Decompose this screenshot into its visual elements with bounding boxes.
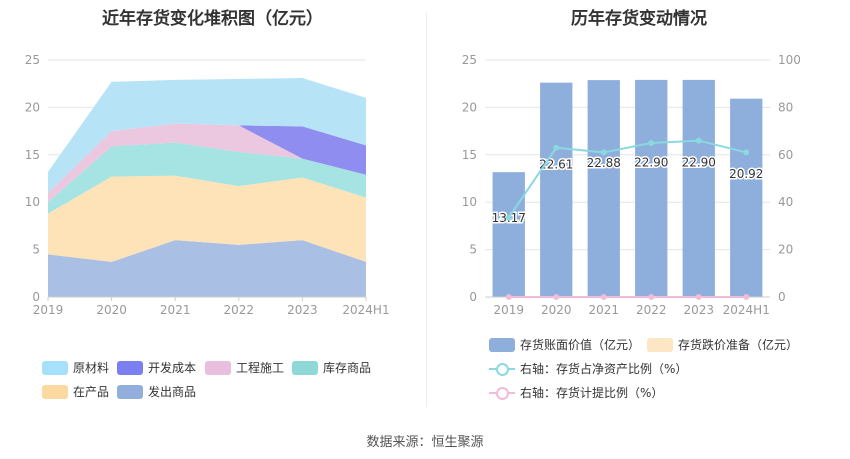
left-legend: 原材料 开发成本 工程施工 库存商品 在产品 发出商品 (0, 0, 425, 410)
bar-line-combo-chart: 051015202502040608010013.1722.6122.8822.… (462, 53, 801, 317)
legend-swatch (205, 360, 231, 375)
legend-line-swatch (489, 362, 515, 376)
y2-tick-label: 80 (778, 100, 793, 114)
x-tick-label: 2023 (683, 303, 714, 317)
point-provision-ratio (743, 294, 750, 300)
y2-tick-label: 100 (778, 53, 801, 67)
area-开发成本 (48, 123, 366, 193)
point-provision-ratio (553, 294, 560, 300)
legend-label: 右轴：存货计提比例（%） (520, 386, 664, 400)
point-net-asset-ratio (695, 137, 702, 144)
inventory-stacked-area-panel: 近年存货变化堆积图（亿元） 0 5 10 15 20 25 2019 2020 2021 2022… (0, 0, 425, 410)
x-tick-label: 2022 (224, 303, 255, 317)
area-库存商品 (48, 142, 366, 214)
legend-swatch (42, 384, 68, 399)
right-chart-title: 历年存货变动情况 (571, 9, 707, 29)
panel-divider (426, 12, 427, 407)
y-tick-label: 10 (462, 195, 477, 209)
bar-value-label: 22.88 (587, 156, 621, 170)
legend-label: 在产品 (73, 385, 110, 399)
y2-tick-label: 0 (778, 290, 786, 304)
legend-item-engineering[interactable]: 工程施工 (205, 359, 284, 376)
legend-label: 存货跌价准备（亿元） (678, 338, 799, 352)
y2-tick-label: 60 (778, 148, 793, 162)
y2-tick-label: 40 (778, 195, 793, 209)
point-net-asset-ratio (505, 214, 512, 221)
x-tick-label: 2021 (588, 303, 619, 317)
area-在产品 (48, 175, 366, 262)
point-net-asset-ratio (648, 139, 655, 146)
x-tick-label: 2021 (160, 303, 191, 317)
legend-label: 库存商品 (323, 361, 372, 375)
point-provision-ratio (505, 294, 512, 300)
y-tick-label: 10 (25, 195, 40, 209)
legend-item-shipped-goods[interactable]: 发出商品 (117, 383, 196, 400)
line-net-asset-ratio (507, 139, 747, 219)
y-tick-label: 20 (462, 100, 477, 114)
area-工程施工 (48, 123, 366, 203)
point-provision-ratio (648, 294, 655, 300)
left-chart-title: 近年存货变化堆积图（亿元） (102, 9, 323, 29)
legend-swatch (647, 337, 673, 352)
bar-book-value (492, 172, 525, 297)
legend-label: 原材料 (73, 361, 110, 375)
x-tick-label: 2024H1 (723, 303, 770, 317)
legend-swatch (489, 337, 515, 352)
legend-item-raw-material[interactable]: 原材料 (42, 359, 109, 376)
y-tick-label: 5 (32, 243, 40, 257)
bar-book-value (730, 98, 763, 297)
legend-item-wip[interactable]: 在产品 (42, 383, 109, 400)
bar-value-label: 22.90 (634, 156, 668, 170)
legend-swatch (117, 384, 143, 399)
legend-item-impairment[interactable]: 存货跌价准备（亿元） (647, 336, 798, 353)
x-tick-label: 2019 (493, 303, 524, 317)
y2-tick-label: 20 (778, 243, 793, 257)
bar-book-value (682, 79, 715, 298)
x-tick-label: 2024H1 (342, 303, 389, 317)
legend-swatch (292, 360, 318, 375)
legend-label: 工程施工 (236, 361, 285, 375)
legend-label: 右轴：存货占净资产比例（%） (520, 362, 688, 376)
area-原材料 (48, 78, 366, 193)
y-tick-label: 0 (32, 290, 40, 304)
legend-label: 存货账面价值（亿元） (520, 338, 641, 352)
stacked-area-chart: 0 5 10 15 20 25 2019 2020 2021 2022 2023 2024H1 (25, 53, 390, 317)
inventory-change-panel: 历年存货变动情况 051015202502040608010013.1722.6… (428, 0, 850, 410)
point-net-asset-ratio (743, 149, 750, 156)
bar-value-label: 22.90 (682, 156, 716, 170)
bar-book-value (540, 82, 573, 298)
legend-swatch (117, 360, 143, 375)
legend-item-development-cost[interactable]: 开发成本 (117, 359, 196, 376)
x-tick-label: 2020 (96, 303, 127, 317)
legend-swatch (42, 360, 68, 375)
x-tick-label: 2020 (541, 303, 572, 317)
x-tick-label: 2019 (33, 303, 64, 317)
legend-item-net-asset-ratio[interactable]: 右轴：存货占净资产比例（%） (489, 360, 687, 377)
point-net-asset-ratio (600, 149, 607, 156)
legend-line-swatch (489, 386, 515, 400)
area-发出商品 (48, 240, 366, 297)
bar-book-value (587, 80, 620, 298)
bar-book-value (635, 79, 668, 298)
legend-item-provision-ratio[interactable]: 右轴：存货计提比例（%） (489, 384, 663, 401)
point-provision-ratio (600, 294, 607, 300)
y-tick-label: 15 (462, 148, 477, 162)
y-tick-label: 15 (25, 148, 40, 162)
y-tick-label: 20 (25, 100, 40, 114)
data-source-note: 数据来源：恒生聚源 (366, 435, 484, 450)
x-tick-label: 2022 (636, 303, 667, 317)
right-legend: 存货账面价值（亿元） 存货跌价准备（亿元） 右轴：存货占净资产比例（%） 右轴：… (428, 0, 850, 410)
legend-label: 发出商品 (148, 385, 197, 399)
legend-item-book-value[interactable]: 存货账面价值（亿元） (489, 336, 640, 353)
y-tick-label: 25 (25, 53, 40, 67)
y-tick-label: 5 (469, 243, 477, 257)
y-tick-label: 0 (469, 290, 477, 304)
legend-label: 开发成本 (148, 361, 197, 375)
x-tick-label: 2023 (287, 303, 318, 317)
point-provision-ratio (695, 294, 702, 300)
point-net-asset-ratio (553, 144, 560, 151)
legend-item-stock-goods[interactable]: 库存商品 (292, 359, 371, 376)
bar-value-label: 20.92 (729, 167, 763, 181)
y-tick-label: 25 (462, 53, 477, 67)
